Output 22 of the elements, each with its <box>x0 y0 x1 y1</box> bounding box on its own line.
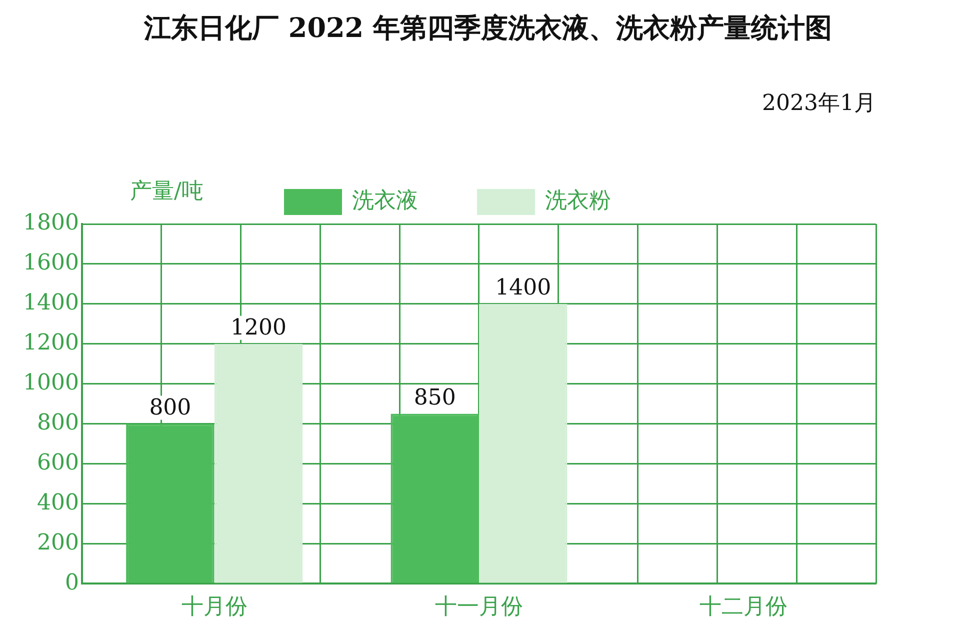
y-tick-label: 0 <box>64 570 79 596</box>
data-label: 800 <box>149 395 192 420</box>
data-label: 1400 <box>495 276 552 301</box>
data-label: 1200 <box>230 316 286 341</box>
chart-title: 江东日化厂 2022 年第四季度洗衣液、洗衣粉产量统计图 <box>142 12 833 46</box>
legend-label: 洗衣液 <box>352 188 418 214</box>
y-tick-label: 1400 <box>22 290 79 316</box>
x-tick-label: 十月份 <box>181 594 248 620</box>
y-tick-label: 800 <box>36 410 79 436</box>
y-tick-label: 1600 <box>22 250 79 276</box>
y-tick-label: 600 <box>36 450 79 476</box>
y-tick-label: 200 <box>36 530 79 556</box>
y-axis-title: 产量/吨 <box>130 178 204 206</box>
y-tick-label: 1200 <box>22 330 79 356</box>
y-tick-label: 1800 <box>22 210 79 236</box>
chart-subtitle: 2023年1月 <box>762 90 876 118</box>
legend-label: 洗衣粉 <box>545 188 611 214</box>
y-tick-label: 400 <box>36 490 79 516</box>
x-tick-label: 十一月份 <box>434 594 523 620</box>
data-label: 850 <box>414 386 456 411</box>
x-tick-label: 十二月份 <box>700 594 788 620</box>
y-tick-label: 1000 <box>22 370 79 396</box>
